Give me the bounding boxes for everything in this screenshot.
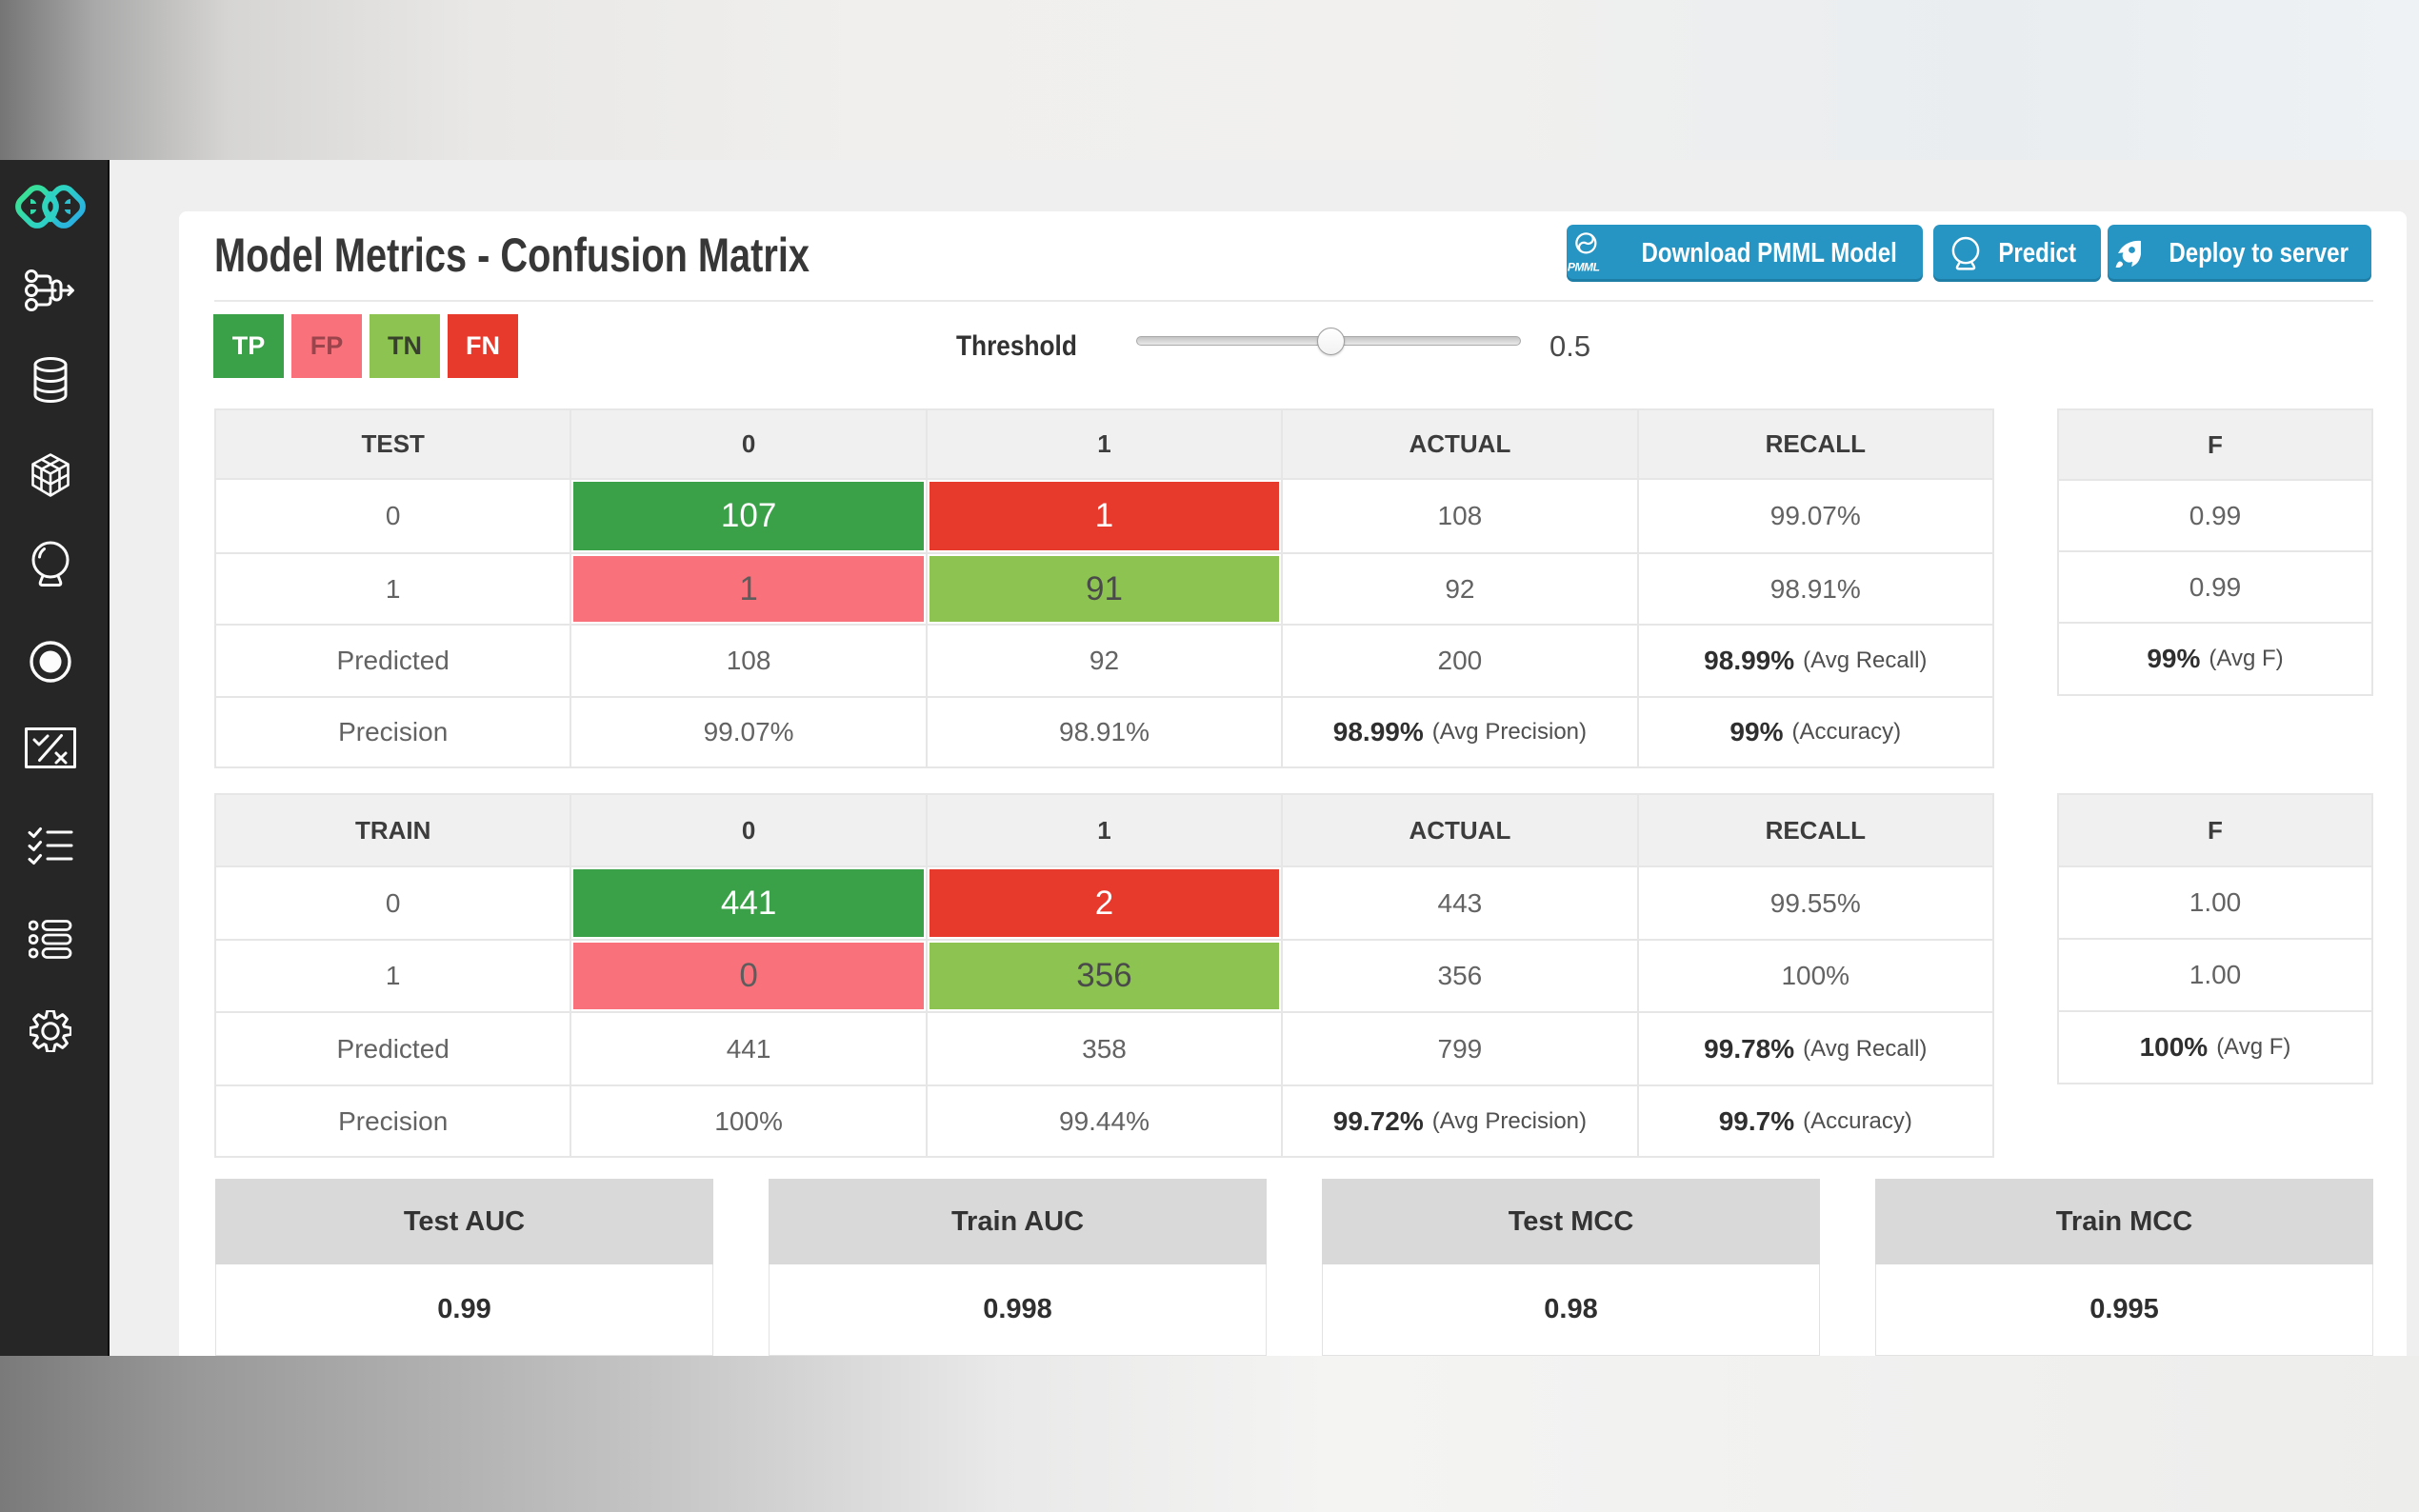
svg-text:PMML: PMML bbox=[1568, 261, 1600, 274]
